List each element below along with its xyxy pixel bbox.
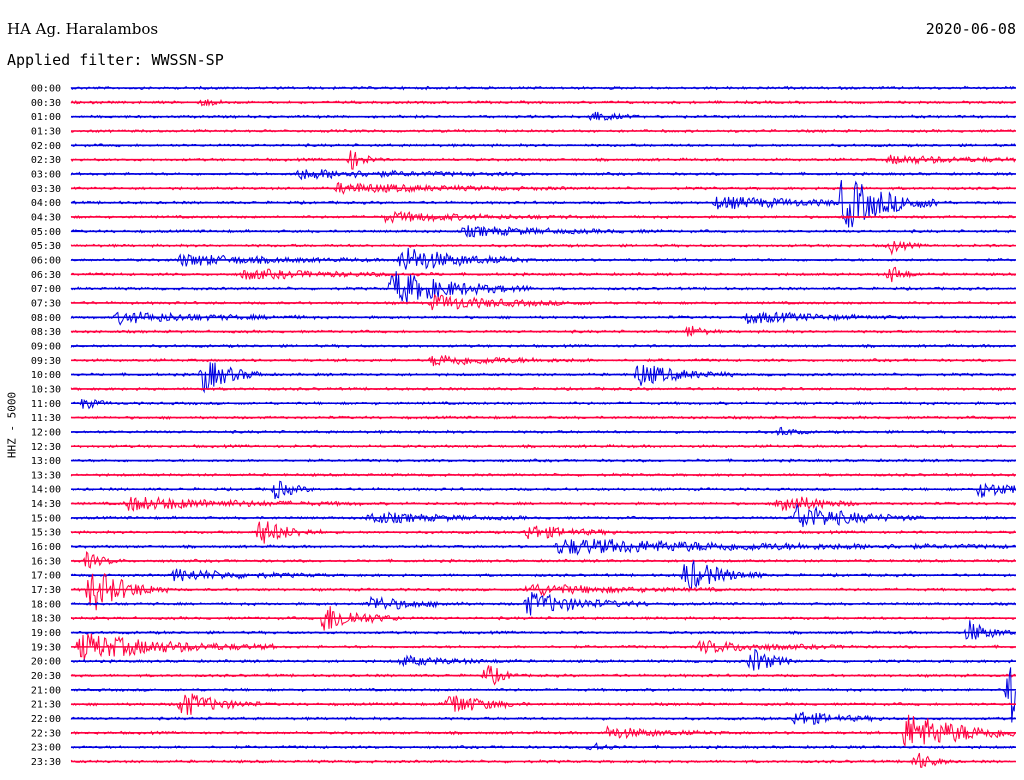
row-time-label: 15:00 [31, 513, 61, 524]
row-time-label: 08:30 [31, 327, 61, 338]
row-time-label: 09:00 [31, 341, 61, 352]
row-time-label: 02:30 [31, 155, 61, 166]
row-time-label: 14:00 [31, 485, 61, 496]
trace-line [70, 502, 1016, 528]
row-time-label: 03:00 [31, 169, 61, 180]
trace-line [70, 550, 1016, 569]
row-time-label: 10:30 [31, 384, 61, 395]
row-time-label: 23:30 [31, 757, 61, 768]
row-time-label: 12:00 [31, 427, 61, 438]
row-time-label: 18:00 [31, 599, 61, 610]
row-time-label: 22:00 [31, 714, 61, 725]
row-time-label: 12:30 [31, 442, 61, 453]
row-time-label: 04:00 [31, 198, 61, 209]
trace-line [70, 311, 1016, 326]
row-time-label: 21:00 [31, 685, 61, 696]
row-time-label: 06:30 [31, 270, 61, 281]
row-time-label: 07:00 [31, 284, 61, 295]
row-time-label: 20:30 [31, 671, 61, 682]
station-title: HA Ag. Haralambos [7, 20, 159, 38]
row-time-label: 11:30 [31, 413, 61, 424]
row-time-label: 02:00 [31, 141, 61, 152]
row-time-label: 19:00 [31, 628, 61, 639]
row-time-label: 06:00 [31, 255, 61, 266]
row-time-label: 22:30 [31, 728, 61, 739]
row-time-label: 00:00 [31, 84, 61, 95]
row-time-label: 21:30 [31, 700, 61, 711]
row-time-label: 01:00 [31, 112, 61, 123]
row-time-label: 16:30 [31, 556, 61, 567]
row-time-label: 03:30 [31, 184, 61, 195]
row-time-label: 05:00 [31, 227, 61, 238]
row-time-label: 13:30 [31, 470, 61, 481]
row-time-label: 19:30 [31, 642, 61, 653]
row-time-label: 08:00 [31, 313, 61, 324]
row-time-label: 20:00 [31, 657, 61, 668]
trace-line [70, 247, 1016, 270]
row-time-label: 11:00 [31, 399, 61, 410]
trace-line [70, 362, 1016, 394]
row-time-label: 17:30 [31, 585, 61, 596]
row-time-label: 17:00 [31, 571, 61, 582]
trace-line [70, 240, 1016, 256]
row-time-label: 00:30 [31, 98, 61, 109]
row-time-label: 18:30 [31, 614, 61, 625]
row-time-label: 04:30 [31, 212, 61, 223]
row-time-label: 14:30 [31, 499, 61, 510]
filter-label: Applied filter: WWSSN-SP [7, 51, 224, 69]
trace-line [70, 271, 1016, 304]
row-time-label: 16:00 [31, 542, 61, 553]
trace-line [70, 480, 1016, 500]
row-time-label: 10:00 [31, 370, 61, 381]
row-time-label: 23:00 [31, 743, 61, 754]
row-time-label: 05:30 [31, 241, 61, 252]
row-time-label: 07:30 [31, 298, 61, 309]
row-time-label: 09:30 [31, 356, 61, 367]
row-time-label: 01:30 [31, 126, 61, 137]
trace-line [70, 752, 1016, 768]
date-label: 2020-06-08 [925, 20, 1016, 38]
row-time-label: 15:30 [31, 528, 61, 539]
trace-line [70, 620, 1016, 640]
row-time-label: 13:00 [31, 456, 61, 467]
trace-line [70, 648, 1016, 671]
